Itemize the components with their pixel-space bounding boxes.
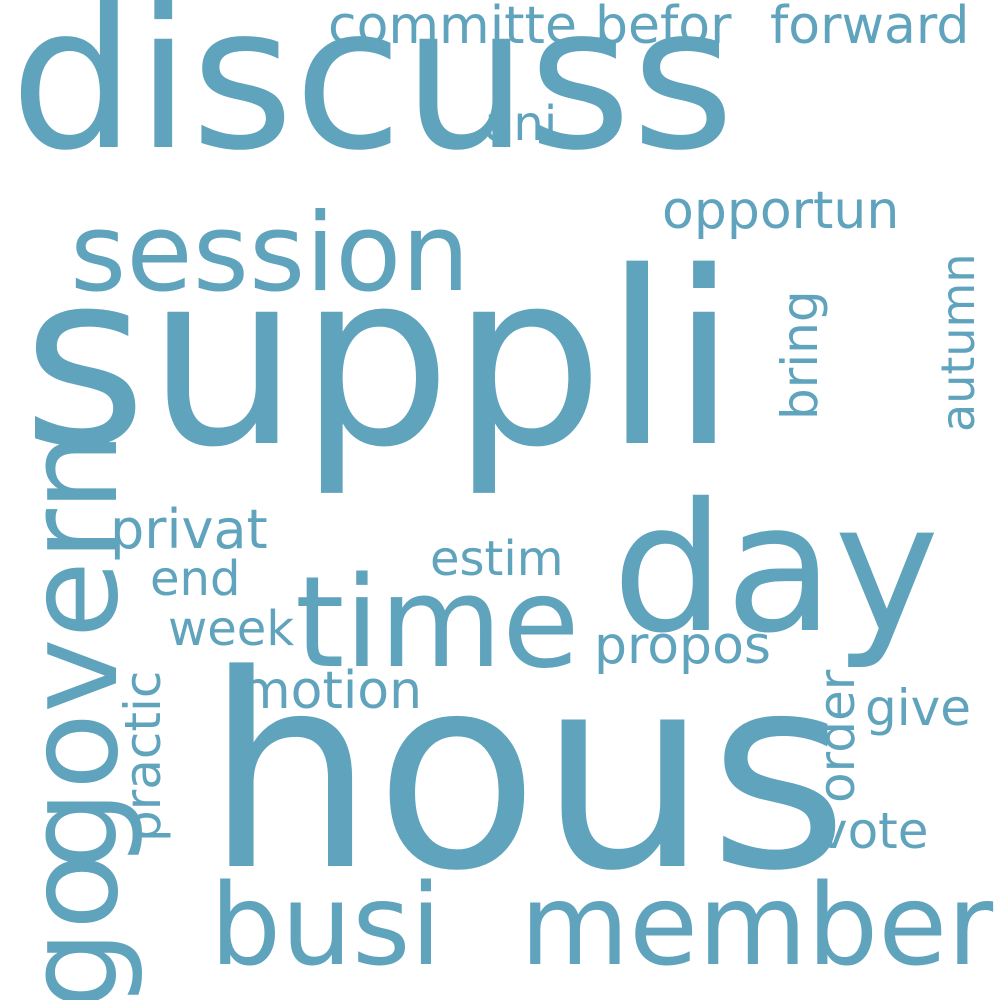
word-vote: vote [818,802,929,860]
word-session: session [70,191,470,316]
word-motion: motion [240,661,423,721]
word-give: give [865,679,971,737]
word-privat: privat [110,498,268,561]
word-autumn: autumn [931,253,985,433]
word-order: order [808,669,866,803]
word-propos: propos [594,616,771,676]
word-bring: bring [771,290,829,420]
word-estim: estim [430,531,564,587]
word-forward: forward [770,0,970,56]
word-day: day [612,465,940,672]
word-end: end [150,551,241,607]
word-member: member [520,861,994,991]
word-suppli: suppli [22,220,738,500]
word-committe: committe [328,0,577,56]
word-busi: busi [210,861,442,991]
word-practic: practic [114,670,172,842]
word-ani: ani [484,96,558,152]
word-go: go [0,852,146,1000]
word-befor: befor [595,0,732,56]
word-opportun: opportun [662,181,900,241]
word-time: time [295,549,580,696]
word-week: week [168,601,295,657]
word-hous: hous [205,618,849,930]
word-discuss: discuss [10,0,735,194]
